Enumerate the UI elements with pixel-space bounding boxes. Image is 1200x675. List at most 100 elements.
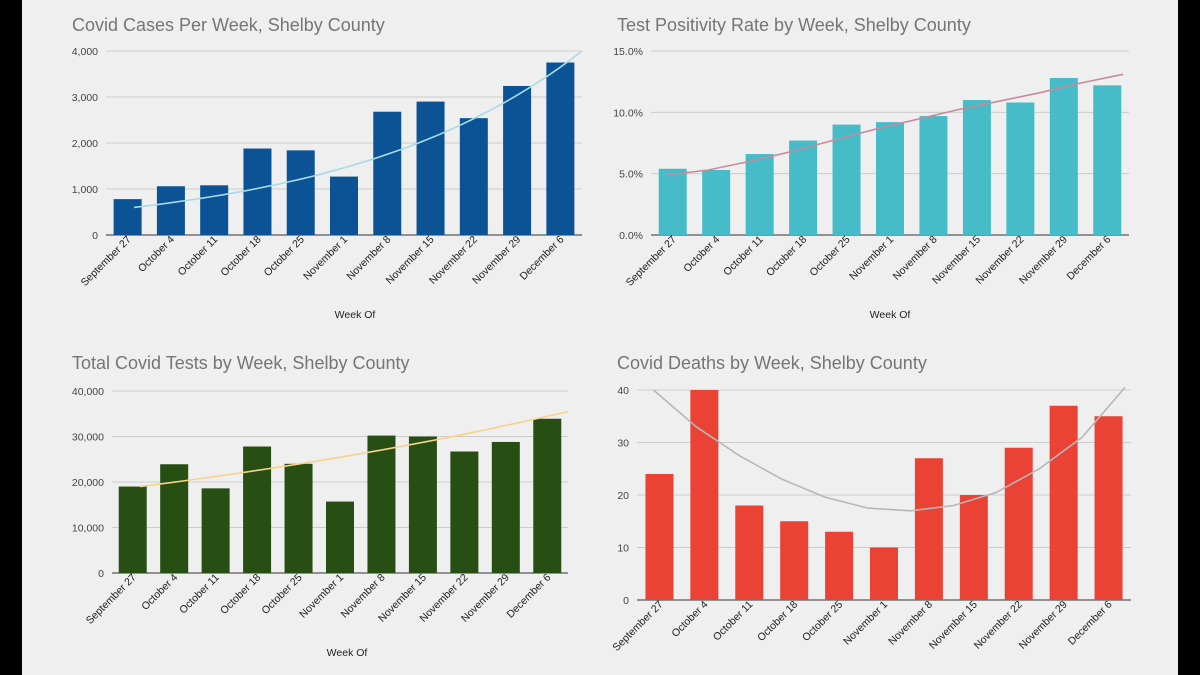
x-axis-label: Week Of (327, 647, 368, 659)
trendline (666, 73, 1124, 176)
x-tick-label: October 25 (800, 599, 845, 644)
plot-area: 0 10 20 30 40 September 27 October 4 October 11… (610, 385, 1131, 654)
y-tick-label: 20,000 (72, 477, 104, 489)
y-tick-label: 1,000 (72, 184, 98, 196)
x-tick-label: December 6 (1064, 234, 1113, 283)
x-tick-label: October 4 (136, 234, 177, 275)
bar (1049, 77, 1078, 235)
bar (1049, 405, 1078, 600)
y-tick-label: 3,000 (72, 92, 98, 104)
y-tick-label: 40 (617, 385, 629, 397)
bar (416, 101, 445, 235)
y-tick-label: 0 (92, 230, 98, 242)
x-tick-label: December 6 (1066, 599, 1115, 648)
chart-title: Covid Cases Per Week, Shelby County (72, 15, 385, 35)
x-tick-label: October 25 (807, 234, 852, 279)
chart-title: Total Covid Tests by Week, Shelby County (72, 353, 410, 373)
bar (870, 547, 898, 600)
covid-deaths-chart: Covid Deaths by Week, Shelby County 0 10 2… (610, 353, 1131, 654)
y-tick-label: 0 (623, 595, 629, 607)
bar (450, 451, 479, 573)
bar (832, 124, 861, 235)
x-tick-label: November 8 (886, 599, 935, 648)
bar (919, 116, 948, 235)
x-tick-label: November 1 (847, 234, 896, 283)
bar (546, 62, 575, 235)
bar (825, 531, 854, 600)
bar (118, 486, 147, 573)
bar (1093, 85, 1122, 235)
bar (408, 436, 437, 573)
y-tick-label: 10 (617, 543, 629, 555)
bar (1004, 447, 1033, 600)
y-tick-label: 15.0% (613, 46, 643, 58)
bar (1094, 416, 1123, 600)
bar (243, 446, 272, 573)
bar (959, 495, 988, 600)
x-tick-label: October 11 (177, 572, 222, 617)
bar (459, 118, 488, 235)
bar (243, 148, 272, 235)
x-tick-label: October 4 (669, 599, 710, 640)
trendline (133, 50, 583, 209)
x-tick-label: December 6 (518, 234, 567, 283)
bar (962, 100, 991, 235)
y-tick-label: 20 (617, 490, 629, 502)
x-tick-label: October 4 (681, 234, 722, 275)
bar (645, 474, 674, 600)
bar (789, 140, 818, 235)
x-tick-label: October 18 (218, 572, 263, 617)
bar (503, 85, 532, 236)
test-positivity-chart: Test Positivity Rate by Week, Shelby Cou… (613, 15, 1129, 321)
bar (658, 168, 687, 235)
chart-title: Test Positivity Rate by Week, Shelby Cou… (617, 15, 971, 35)
x-tick-label: November 29 (1017, 599, 1070, 652)
covid-cases-chart: Covid Cases Per Week, Shelby County Week… (72, 15, 583, 321)
x-tick-label: October 18 (764, 234, 809, 279)
bar (745, 154, 774, 235)
bar (491, 441, 520, 573)
y-tick-label: 30,000 (72, 432, 104, 444)
x-tick-label: September 27 (610, 599, 665, 654)
bar (373, 111, 402, 235)
bar (780, 521, 809, 600)
bar (735, 505, 764, 600)
bar (330, 176, 358, 235)
x-tick-label: September 27 (84, 572, 139, 627)
chart-title: Covid Deaths by Week, Shelby County (617, 353, 927, 373)
bar (914, 458, 943, 600)
y-tick-label: 0.0% (619, 230, 643, 242)
x-tick-label: October 11 (721, 234, 766, 279)
x-tick-label: November 1 (841, 599, 890, 648)
x-axis-label: Week Of (870, 309, 911, 321)
y-tick-label: 2,000 (72, 138, 98, 150)
y-tick-label: 30 (617, 438, 629, 450)
y-tick-label: 5.0% (619, 169, 643, 181)
bar (690, 390, 719, 600)
bar (326, 501, 354, 573)
bar (876, 122, 904, 235)
plot-area: 0.0%5.0%10.0%15.0%September 27 October 4O… (613, 46, 1129, 289)
trendline (652, 386, 1126, 512)
bar (284, 463, 313, 573)
bar (156, 186, 185, 235)
bar (1006, 102, 1035, 236)
x-tick-label: October 11 (176, 234, 221, 279)
trendline (139, 410, 569, 488)
y-tick-label: 40,000 (72, 386, 104, 398)
total-tests-chart: Total Covid Tests by Week, Shelby County… (72, 353, 569, 659)
x-tick-label: November 1 (301, 234, 350, 283)
x-axis-label: Week Of (335, 309, 376, 321)
x-tick-label: December 6 (504, 572, 553, 621)
bar (201, 488, 230, 573)
bar (113, 199, 142, 235)
y-tick-label: 10.0% (613, 107, 643, 119)
y-tick-label: 4,000 (72, 46, 98, 58)
bar (367, 435, 396, 573)
bar (702, 169, 731, 235)
x-tick-label: October 4 (139, 572, 180, 613)
x-tick-label: October 25 (262, 234, 307, 279)
x-tick-label: October 11 (711, 599, 756, 644)
